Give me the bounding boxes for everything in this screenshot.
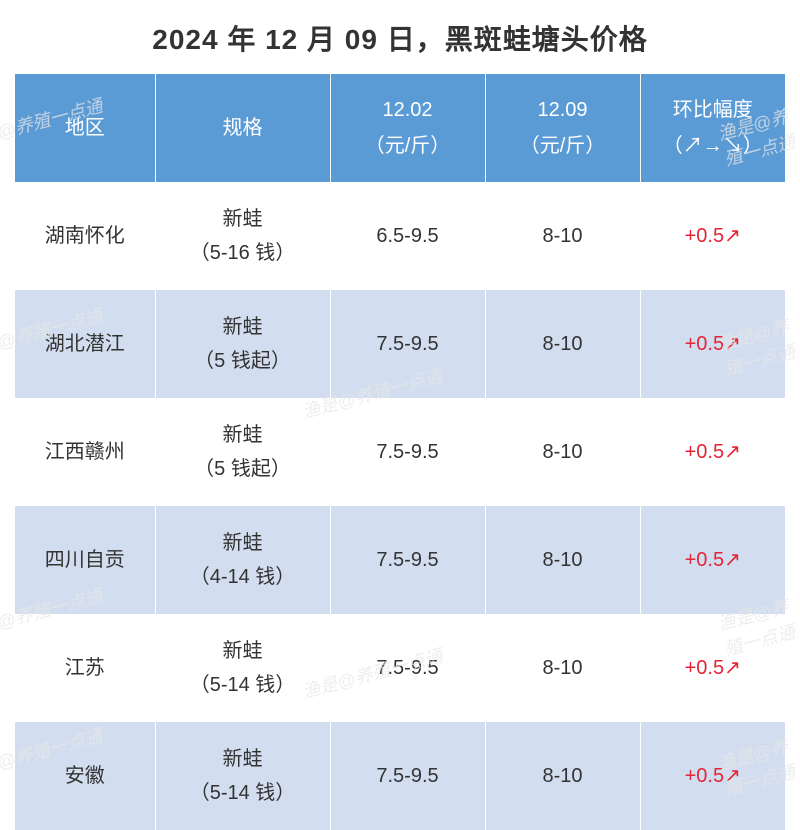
cell-region: 湖北潜江 [15, 290, 155, 398]
col-region: 地区 [15, 74, 155, 182]
cell-change: +0.5↗ [640, 506, 785, 614]
col-price-prev: 12.02（元/斤） [330, 74, 485, 182]
col-price-curr: 12.09（元/斤） [485, 74, 640, 182]
cell-spec: 新蛙（5-14 钱） [155, 722, 330, 830]
cell-price-curr: 8-10 [485, 506, 640, 614]
price-table: 地区 规格 12.02（元/斤） 12.09（元/斤） 环比幅度（↗→↘） 湖南… [15, 74, 785, 830]
cell-price-curr: 8-10 [485, 182, 640, 290]
cell-region: 江西赣州 [15, 398, 155, 506]
cell-spec: 新蛙（5 钱起） [155, 290, 330, 398]
cell-change: +0.5↗ [640, 722, 785, 830]
header-row: 地区 规格 12.02（元/斤） 12.09（元/斤） 环比幅度（↗→↘） [15, 74, 785, 182]
cell-price-curr: 8-10 [485, 398, 640, 506]
cell-spec: 新蛙（5 钱起） [155, 398, 330, 506]
cell-change: +0.5↗ [640, 614, 785, 722]
cell-region: 四川自贡 [15, 506, 155, 614]
cell-price-prev: 7.5-9.5 [330, 614, 485, 722]
cell-price-curr: 8-10 [485, 614, 640, 722]
table-row: 湖南怀化新蛙（5-16 钱）6.5-9.58-10+0.5↗ [15, 182, 785, 290]
cell-change: +0.5↗ [640, 182, 785, 290]
cell-price-curr: 8-10 [485, 290, 640, 398]
cell-region: 江苏 [15, 614, 155, 722]
cell-change: +0.5↗ [640, 398, 785, 506]
cell-price-prev: 6.5-9.5 [330, 182, 485, 290]
cell-spec: 新蛙（5-16 钱） [155, 182, 330, 290]
cell-price-prev: 7.5-9.5 [330, 722, 485, 830]
col-change: 环比幅度（↗→↘） [640, 74, 785, 182]
cell-region: 湖南怀化 [15, 182, 155, 290]
table-row: 江苏新蛙（5-14 钱）7.5-9.58-10+0.5↗ [15, 614, 785, 722]
page-title: 2024 年 12 月 09 日，黑斑蛙塘头价格 [0, 0, 800, 74]
cell-region: 安徽 [15, 722, 155, 830]
table-row: 安徽新蛙（5-14 钱）7.5-9.58-10+0.5↗ [15, 722, 785, 830]
cell-spec: 新蛙（4-14 钱） [155, 506, 330, 614]
cell-spec: 新蛙（5-14 钱） [155, 614, 330, 722]
cell-price-prev: 7.5-9.5 [330, 290, 485, 398]
table-row: 四川自贡新蛙（4-14 钱）7.5-9.58-10+0.5↗ [15, 506, 785, 614]
table-row: 湖北潜江新蛙（5 钱起）7.5-9.58-10+0.5↗ [15, 290, 785, 398]
cell-price-prev: 7.5-9.5 [330, 506, 485, 614]
cell-price-prev: 7.5-9.5 [330, 398, 485, 506]
table-row: 江西赣州新蛙（5 钱起）7.5-9.58-10+0.5↗ [15, 398, 785, 506]
cell-change: +0.5↗ [640, 290, 785, 398]
cell-price-curr: 8-10 [485, 722, 640, 830]
col-spec: 规格 [155, 74, 330, 182]
